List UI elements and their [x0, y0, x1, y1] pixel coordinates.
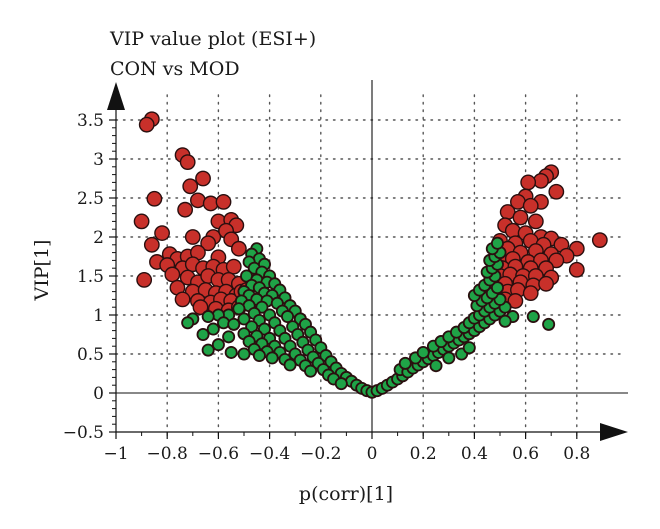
data-point-green — [206, 322, 220, 336]
data-point-red — [200, 235, 217, 252]
x-tick-label: −1 — [103, 444, 128, 464]
data-point-green — [283, 358, 297, 372]
data-point-red — [164, 266, 181, 283]
data-point-red — [202, 195, 219, 212]
x-tick-label: −0.2 — [300, 444, 341, 464]
x-tick-label: −0.4 — [249, 444, 290, 464]
data-point-red — [154, 225, 170, 242]
data-point-red — [133, 213, 150, 230]
data-point-green — [252, 349, 266, 363]
data-point-green — [490, 281, 504, 295]
x-axis-arrow — [600, 423, 628, 441]
data-point-red — [177, 201, 194, 218]
data-point-red — [527, 213, 544, 230]
data-point-red — [174, 291, 191, 308]
data-point-red — [182, 178, 199, 195]
data-point-red — [548, 183, 565, 200]
data-point-red — [184, 229, 201, 245]
data-point-green — [224, 345, 238, 359]
data-point-green — [181, 316, 195, 330]
data-point-red — [507, 293, 524, 309]
data-point-red — [179, 154, 196, 171]
data-point-red — [520, 174, 537, 191]
x-tick-label: 0 — [367, 444, 378, 464]
data-point-red — [230, 240, 247, 257]
y-axis-label: VIP[1] — [31, 240, 53, 302]
data-point-green — [304, 364, 318, 378]
data-point-green — [542, 317, 556, 331]
y-tick-label: 2.5 — [77, 189, 104, 209]
x-tick-label: 0.2 — [410, 444, 437, 464]
data-point-green — [237, 312, 251, 326]
x-axis-label: p(corr)[1] — [299, 483, 393, 505]
y-axis-arrow — [107, 82, 125, 110]
data-point-green — [217, 316, 231, 330]
y-tick-label: 3 — [93, 150, 104, 170]
data-point-green — [526, 310, 540, 324]
data-point-green — [201, 343, 215, 357]
data-point-green — [498, 314, 512, 328]
y-tick-label: 0.5 — [77, 345, 104, 365]
data-point-red — [512, 209, 529, 226]
data-point-green — [398, 356, 412, 370]
data-point-red — [225, 258, 242, 275]
data-point-red — [591, 232, 608, 249]
data-point-red — [192, 299, 209, 316]
data-point-red — [136, 271, 153, 288]
data-point-red — [138, 116, 155, 133]
data-point-red — [190, 192, 206, 209]
data-point-green — [196, 327, 210, 341]
chart-title: VIP value plot (ESI+) — [110, 28, 317, 50]
data-point-red — [215, 193, 232, 210]
data-point-red — [522, 197, 539, 214]
y-tick-label: 3.5 — [77, 111, 104, 131]
data-point-red — [533, 172, 549, 189]
data-point-green — [232, 302, 246, 316]
data-point-red — [146, 190, 163, 207]
chart-subtitle: CON vs MOD — [110, 58, 240, 80]
data-point-green — [462, 341, 476, 355]
data-point-green — [237, 347, 251, 361]
y-tick-label: 1.5 — [77, 267, 104, 287]
data-point-green — [416, 345, 430, 359]
ticks: −1 −0.8 −0.6 −0.4 −0.2 0 0.2 0.4 0.6 0.8 −0.5 0 0.5 1… — [63, 111, 603, 464]
x-tick-label: 0.4 — [461, 444, 488, 464]
x-tick-label: −0.8 — [147, 444, 188, 464]
y-tick-label: 1 — [93, 306, 104, 326]
data-point-red — [195, 170, 211, 187]
data-point-green — [265, 351, 279, 365]
y-tick-label: −0.5 — [63, 423, 104, 443]
data-point-red — [143, 236, 160, 253]
data-point-green — [442, 351, 456, 365]
data-point-red — [522, 285, 539, 302]
data-point-red — [538, 275, 554, 292]
data-point-green — [429, 359, 443, 373]
data-point-green — [211, 338, 225, 352]
data-point-green — [201, 310, 215, 324]
x-tick-label: −0.6 — [198, 444, 239, 464]
x-tick-label: 0.6 — [512, 444, 539, 464]
data-point-green — [334, 377, 348, 391]
data-point-green — [281, 310, 295, 324]
data-point-green — [490, 236, 504, 250]
data-point-green — [227, 317, 241, 331]
data-point-green — [222, 330, 236, 344]
y-tick-label: 0 — [93, 384, 104, 404]
y-tick-label: 2 — [93, 228, 104, 248]
data-point-red — [568, 261, 585, 278]
data-points — [133, 111, 608, 399]
x-tick-label: 0.8 — [563, 444, 590, 464]
